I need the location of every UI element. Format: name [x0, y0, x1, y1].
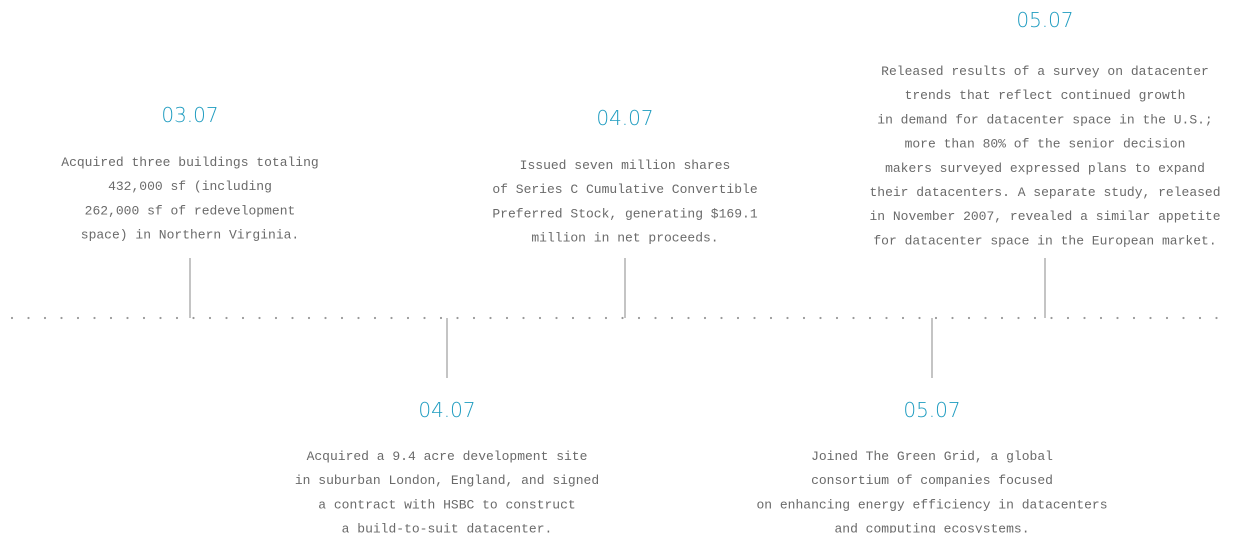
event-text: million in net proceeds.: [531, 231, 718, 246]
event-date: 04.07: [418, 398, 475, 422]
event-text: their datacenters. A separate study, rel…: [869, 185, 1220, 200]
event-text: makers surveyed expressed plans to expan…: [885, 161, 1205, 176]
event-text: in demand for datacenter space in the U.…: [877, 112, 1212, 127]
event-text: space) in Northern Virginia.: [81, 228, 299, 243]
event-date: 03.07: [161, 103, 218, 127]
event-date: 04.07: [596, 106, 653, 130]
event-text: in November 2007, revealed a similar app…: [869, 209, 1220, 224]
event-text: consortium of companies focused: [811, 473, 1053, 488]
event-text: trends that reflect continued growth: [905, 88, 1186, 103]
event-date: 05.07: [1016, 8, 1073, 32]
event-text: Released results of a survey on datacent…: [881, 64, 1209, 79]
event-text: Issued seven million shares: [520, 158, 731, 173]
event-text: 262,000 sf of redevelopment: [85, 203, 296, 218]
event-text: on enhancing energy efficiency in datace…: [756, 497, 1107, 512]
event-text: Joined The Green Grid, a global: [811, 449, 1053, 464]
event-text: in suburban London, England, and signed: [295, 473, 599, 488]
event-text: a build-to-suit datacenter.: [342, 522, 553, 533]
event-text: Acquired three buildings totaling: [61, 155, 318, 170]
event-text: more than 80% of the senior decision: [905, 137, 1186, 152]
event-text: a contract with HSBC to construct: [318, 497, 575, 512]
event-text: Acquired a 9.4 acre development site: [307, 449, 588, 464]
event-text: Preferred Stock, generating $169.1: [492, 206, 757, 221]
event-text: of Series C Cumulative Convertible: [492, 182, 757, 197]
event-text: for datacenter space in the European mar…: [873, 233, 1216, 248]
event-text: 432,000 sf (including: [108, 179, 272, 194]
event-text: and computing ecosystems.: [834, 522, 1029, 533]
event-date: 05.07: [903, 398, 960, 422]
